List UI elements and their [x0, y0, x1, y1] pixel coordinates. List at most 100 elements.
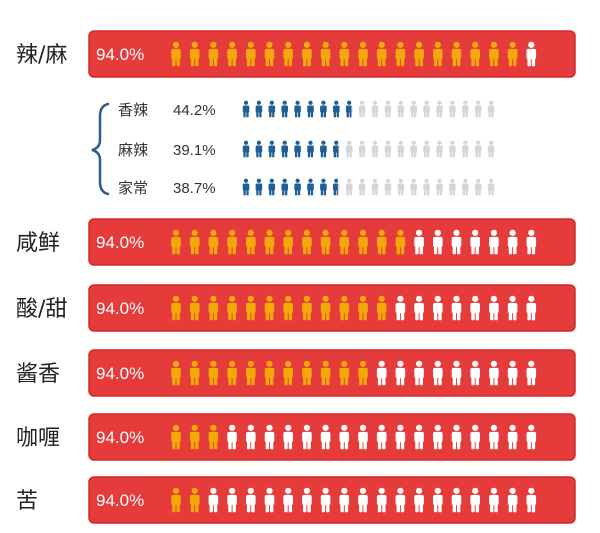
person-icon-filled — [281, 100, 288, 118]
person-icon-filled — [255, 100, 263, 118]
sub-value-label: 44.2% — [173, 102, 216, 119]
person-icon-filled — [320, 178, 327, 196]
person-icon-filled — [189, 424, 200, 450]
person-icon-empty — [526, 295, 537, 321]
person-icon-filled — [227, 295, 237, 321]
person-icon-filled — [268, 178, 276, 196]
person-icon-empty — [376, 360, 387, 386]
person-icon-filled — [171, 41, 181, 67]
person-icon-filled — [358, 360, 368, 386]
bar-row: 苦 94.0% — [16, 476, 576, 524]
bar-background — [88, 413, 576, 461]
sub-value-label: 39.1% — [173, 142, 216, 159]
person-icon-empty — [397, 100, 405, 118]
person-icon-filled — [395, 41, 406, 67]
person-icon-partial — [345, 100, 353, 118]
bar-background — [88, 349, 576, 397]
category-label: 辣/麻 — [16, 43, 67, 68]
person-icon-filled — [189, 295, 200, 321]
person-icon-empty — [395, 360, 406, 386]
person-icon-empty — [507, 229, 518, 255]
person-icon-empty — [395, 487, 406, 513]
person-icon-filled — [264, 229, 275, 255]
sub-value-label: 38.7% — [173, 180, 216, 197]
bar-value-label: 94.0% — [96, 233, 144, 252]
person-icon-empty — [371, 140, 379, 158]
person-icon-empty — [470, 360, 480, 386]
person-icon-filled — [283, 41, 293, 67]
bar-value-label: 94.0% — [96, 428, 144, 447]
person-icon-filled — [246, 229, 256, 255]
person-icon-empty — [489, 487, 499, 513]
person-icon-empty — [410, 178, 417, 196]
person-icon-empty — [227, 424, 237, 450]
sub-category-label: 家常 — [118, 179, 148, 197]
person-icon-filled — [268, 140, 276, 158]
person-icon-empty — [507, 424, 518, 450]
person-icon-empty — [358, 100, 366, 118]
person-icon-filled — [307, 178, 314, 196]
person-icon-empty — [246, 424, 256, 450]
person-icon-empty — [526, 41, 537, 67]
person-icon-empty — [227, 487, 237, 513]
bar-background — [88, 476, 576, 524]
person-icon-empty — [433, 360, 443, 386]
category-label: 酸/甜 — [16, 297, 67, 322]
sub-row: 香辣 44.2% — [118, 100, 495, 119]
person-icon-filled — [376, 229, 387, 255]
person-icon-filled — [376, 295, 387, 321]
category-label: 苦 — [16, 489, 38, 514]
person-icon-empty — [436, 178, 443, 196]
person-icon-empty — [339, 487, 350, 513]
person-icon-empty — [320, 487, 331, 513]
person-icon-empty — [358, 487, 368, 513]
bar-background — [88, 218, 576, 266]
bar-row: 酱香 94.0% — [16, 349, 576, 397]
person-icon-filled — [333, 100, 340, 118]
person-icon-empty — [423, 140, 430, 158]
bar-row: 辣/麻 94.0% — [16, 30, 576, 78]
person-icon-empty — [414, 229, 424, 255]
person-icon-empty — [376, 424, 387, 450]
person-icon-empty — [414, 360, 424, 386]
person-icon-filled — [227, 229, 237, 255]
bar-value-label: 94.0% — [96, 45, 144, 64]
person-icon-filled — [376, 41, 387, 67]
person-icon-filled — [242, 140, 250, 158]
person-icon-filled — [189, 360, 200, 386]
person-icon-filled — [358, 41, 368, 67]
person-icon-empty — [414, 295, 424, 321]
person-icon-empty — [462, 178, 469, 196]
person-icon-filled — [320, 360, 331, 386]
person-icon-empty — [423, 100, 430, 118]
person-icon-empty — [507, 295, 518, 321]
person-icon-empty — [371, 178, 379, 196]
person-icon-empty — [358, 424, 368, 450]
person-icon-filled — [489, 41, 499, 67]
person-icon-empty — [462, 140, 469, 158]
person-icon-empty — [433, 229, 443, 255]
main-bars: 辣/麻 94.0% 咸鲜 94.0% 酸/甜 94.0% 酱香 94.0% 咖喱 94.0% 苦 94… — [16, 30, 576, 524]
person-icon-empty — [526, 487, 537, 513]
person-icon-empty — [345, 178, 353, 196]
person-icon-empty — [451, 424, 462, 450]
person-icon-filled — [320, 140, 327, 158]
person-icon-filled — [414, 41, 424, 67]
person-icon-empty — [208, 487, 219, 513]
person-icon-empty — [436, 140, 443, 158]
person-icon-filled — [208, 424, 219, 450]
person-icon-empty — [489, 424, 499, 450]
sub-category-group: 香辣 44.2% 麻辣 39.1% 家常 38.7% — [91, 100, 495, 197]
person-icon-filled — [227, 41, 237, 67]
person-icon-filled — [264, 295, 275, 321]
person-icon-empty — [410, 140, 417, 158]
person-icon-filled — [227, 360, 237, 386]
person-icon-filled — [171, 360, 181, 386]
sub-row: 麻辣 39.1% — [118, 140, 495, 159]
person-icon-empty — [264, 424, 275, 450]
person-icon-filled — [208, 229, 219, 255]
person-icon-filled — [281, 178, 288, 196]
person-icon-empty — [414, 424, 424, 450]
person-icon-empty — [462, 100, 469, 118]
person-icon-empty — [470, 487, 480, 513]
